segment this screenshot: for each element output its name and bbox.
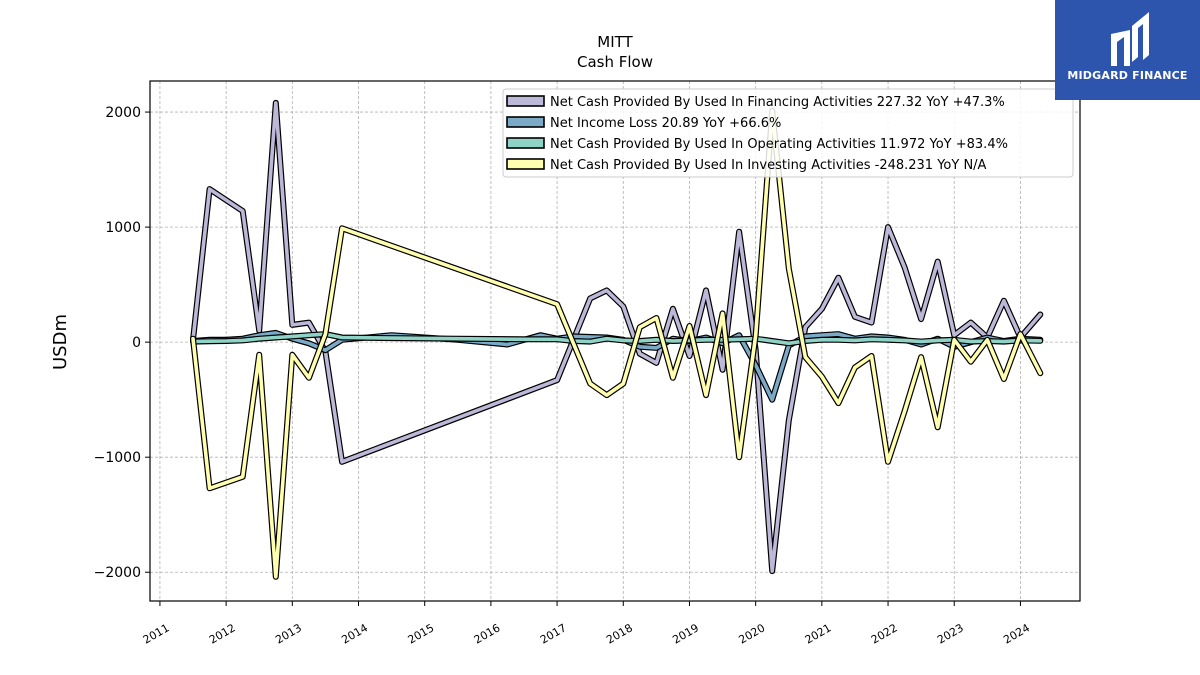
x-tick-label: 2017 [538,621,569,646]
legend-swatch [506,158,545,170]
x-tick-label: 2023 [935,621,966,646]
x-tick-label: 2022 [869,621,900,646]
midgard-finance-logo: MIDGARD FINANCE [1055,0,1200,100]
legend-swatch [506,137,545,149]
legend-entry: Net Cash Provided By Used In Financing A… [550,95,1005,110]
legend-entry: Net Cash Provided By Used In Investing A… [550,158,987,173]
legend-box [502,88,1074,178]
y-tick-label: 2000 [105,105,141,121]
legend-swatch [506,116,545,128]
x-tick-label: 2024 [1001,621,1032,646]
series-line-0 [191,101,1043,573]
y-tick-label: −2000 [94,565,141,581]
x-tick-label: 2020 [737,621,768,646]
y-axis-label: USDm [50,314,71,370]
x-tick-label: 2011 [141,621,172,646]
y-tick-label: −1000 [94,450,141,466]
series-line-2 [191,332,1043,346]
logo-mark-icon [1111,12,1149,66]
x-tick-label: 2016 [472,621,503,646]
chart-title: MITT [597,33,633,51]
y-tick-label: 0 [132,335,141,351]
x-tick-label: 2014 [339,621,370,646]
axes: −2000 −1000 0 1000 2000 2011 2012 2013 2014 2015 2… [94,105,1032,647]
series-line-3 [191,109,1043,579]
legend-entry: Net Cash Provided By Used In Operating A… [550,137,1008,152]
x-tick-label: 2021 [803,621,834,646]
y-tick-label: 1000 [105,220,141,236]
x-tick-label: 2018 [604,621,635,646]
x-tick-label: 2012 [207,621,238,646]
legend: Net Cash Provided By Used In Financing A… [502,88,1074,178]
x-tick-label: 2013 [273,621,304,646]
series-layer [190,99,1044,580]
x-tick-label: 2015 [406,621,437,646]
logo-text: MIDGARD FINANCE [1067,69,1188,82]
plot-frame [149,80,1081,602]
chart-subtitle: Cash Flow [577,53,653,71]
x-tick-label: 2019 [670,621,701,646]
legend-swatch [506,95,545,107]
legend-entry: Net Income Loss 20.89 YoY +66.6% [550,116,781,131]
